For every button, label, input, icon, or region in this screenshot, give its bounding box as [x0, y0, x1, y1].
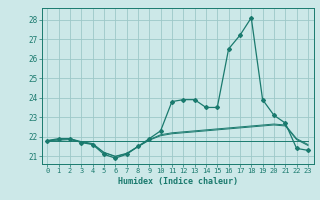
X-axis label: Humidex (Indice chaleur): Humidex (Indice chaleur): [118, 177, 237, 186]
